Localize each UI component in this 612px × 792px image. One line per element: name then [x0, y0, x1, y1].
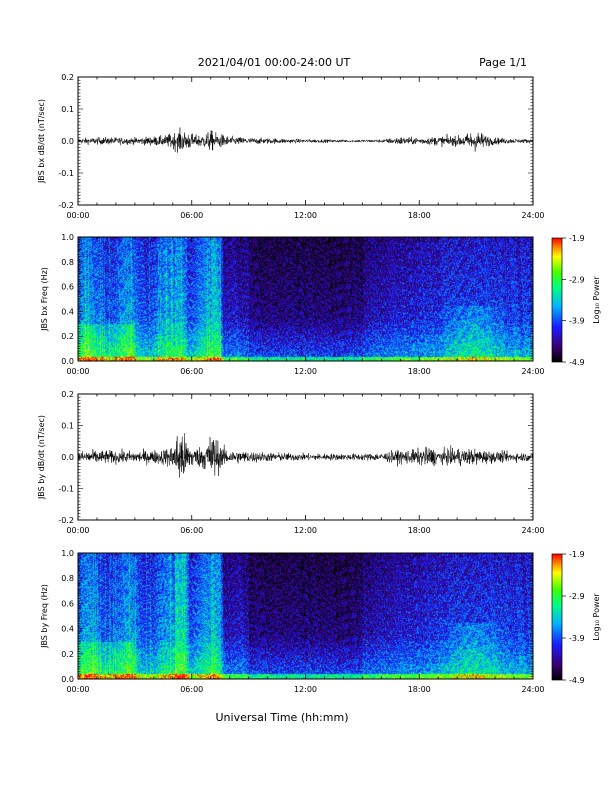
- y-tick-label: 0.8: [61, 574, 74, 583]
- bx-colorbar: [551, 237, 563, 363]
- y-tick-label: 0.0: [61, 137, 74, 146]
- x-tick-label: 06:00: [180, 685, 203, 694]
- by-spectrogram-ylabel: JBS by Freq (Hz): [40, 584, 49, 649]
- y-tick-label: 0.0: [61, 675, 74, 684]
- y-tick-label: 0.0: [61, 357, 74, 366]
- panel-by-spectrogram: 00:00 06:00 12:00 18:00 24:00 0.0 0.2 0.4 0.6 0.8…: [40, 549, 601, 694]
- x-tick-label: 24:00: [521, 685, 544, 694]
- x-tick-label: 06:00: [180, 526, 203, 535]
- y-tick-label: 1.0: [61, 233, 74, 242]
- x-tick-label: 00:00: [66, 685, 89, 694]
- x-tick-label: 00:00: [66, 211, 89, 220]
- by-spectrogram-image: [78, 553, 533, 679]
- colorbar-tick-label: -1.9: [569, 234, 585, 243]
- bx-dbdt-ylabel: JBS bx dB/dt (nT/sec): [37, 99, 46, 184]
- y-tick-label: 0.2: [61, 390, 74, 399]
- by-colorbar: [551, 553, 563, 681]
- panel-bx-spectrogram: 00:00 06:00 12:00 18:00 24:00 0.0 0.2 0.4 0.6 0.8…: [40, 233, 601, 376]
- y-tick-label: 0.4: [61, 307, 74, 316]
- x-tick-label: 18:00: [408, 367, 431, 376]
- colorbar-tick-label: -2.9: [569, 275, 585, 284]
- x-tick-label: 06:00: [180, 211, 203, 220]
- y-tick-label: 0.1: [61, 422, 74, 431]
- figure-xlabel: Universal Time (hh:mm): [216, 711, 349, 724]
- panel-bx-dbdt: 00:00 06:00 12:00 18:00 24:00 -0.2 -0.1 0.0 0.1 0…: [37, 73, 545, 220]
- y-tick-label: 0.6: [61, 599, 74, 608]
- colorbar-tick-label: -2.9: [569, 592, 585, 601]
- x-tick-label: 12:00: [294, 367, 317, 376]
- x-tick-label: 18:00: [408, 685, 431, 694]
- series-line: [77, 127, 534, 153]
- colorbar-tick-label: -3.9: [569, 634, 585, 643]
- series-line: [77, 433, 534, 478]
- colorbar-tick-label: -1.9: [569, 550, 585, 559]
- y-tick-label: 0.8: [61, 258, 74, 267]
- bx-spectrogram-image: [78, 237, 533, 361]
- colorbar-tick-label: -3.9: [569, 317, 585, 326]
- x-tick-label: 24:00: [521, 526, 544, 535]
- x-tick-label: 24:00: [521, 367, 544, 376]
- by-dbdt-ylabel: JBS by dB/dt (nT/sec): [37, 415, 46, 500]
- y-tick-label: 0.4: [61, 625, 74, 634]
- x-tick-label: 06:00: [180, 367, 203, 376]
- y-tick-label: 0.2: [61, 332, 74, 341]
- x-tick-label: 12:00: [294, 526, 317, 535]
- panel-by-dbdt: 00:00 06:00 12:00 18:00 24:00 -0.2 -0.1 0.0 0.1 0…: [37, 390, 545, 535]
- y-tick-label: 1.0: [61, 549, 74, 558]
- figure-title: 2021/04/01 00:00-24:00 UT: [198, 56, 351, 69]
- y-tick-label: -0.2: [58, 516, 74, 525]
- by-dbdt-trace-area: [77, 433, 534, 478]
- x-tick-label: 24:00: [521, 211, 544, 220]
- y-tick-label: 0.2: [61, 650, 74, 659]
- x-tick-label: 18:00: [408, 211, 431, 220]
- y-tick-label: -0.1: [58, 169, 74, 178]
- y-tick-label: 0.1: [61, 105, 74, 114]
- bx-dbdt-trace-area: [77, 127, 534, 153]
- colorbar-tick-label: -4.9: [569, 676, 585, 685]
- y-tick-label: 0.0: [61, 453, 74, 462]
- x-tick-label: 12:00: [294, 685, 317, 694]
- x-tick-label: 00:00: [66, 367, 89, 376]
- bx-colorbar-label: Log₁₀ Power: [592, 276, 601, 324]
- y-tick-label: -0.2: [58, 201, 74, 210]
- x-tick-label: 12:00: [294, 211, 317, 220]
- colorbar-tick-label: -4.9: [569, 358, 585, 367]
- y-tick-label: -0.1: [58, 485, 74, 494]
- y-tick-label: 0.2: [61, 73, 74, 82]
- y-tick-label: 0.6: [61, 283, 74, 292]
- by-colorbar-label: Log₁₀ Power: [592, 593, 601, 641]
- x-tick-label: 00:00: [66, 526, 89, 535]
- x-tick-label: 18:00: [408, 526, 431, 535]
- bx-spectrogram-ylabel: JBS bx Freq (Hz): [40, 267, 49, 332]
- page-indicator: Page 1/1: [479, 56, 527, 69]
